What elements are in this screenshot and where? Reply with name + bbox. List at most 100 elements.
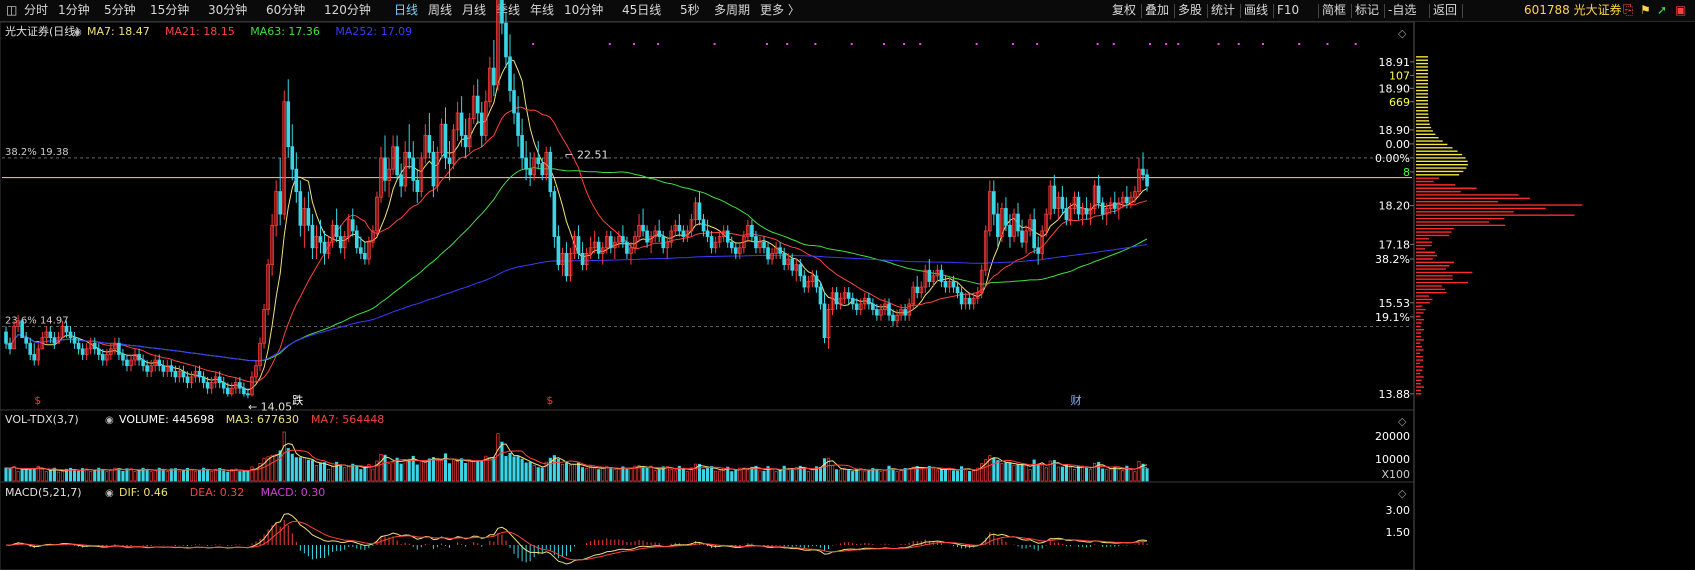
tool-button[interactable]: -自选 [1388,3,1417,17]
volume-bar [185,467,190,482]
candle-body [625,241,629,254]
volume-bar [1133,471,1137,482]
macd-y-label: 3.00 [1386,504,1411,517]
volume-bar [1121,470,1125,482]
tool-button[interactable]: 多股 [1178,3,1203,17]
volume-bar [802,468,806,482]
period-tab[interactable]: 日线 [394,3,419,17]
settings-icon[interactable]: ◇ [1398,27,1407,40]
volume-bar [1105,468,1109,482]
volume-bar [169,468,173,482]
volume-bar [770,468,774,482]
candle-body [923,269,928,288]
candle-body [479,112,484,136]
period-tab[interactable]: 更多 〉 [760,3,800,17]
period-tab[interactable]: 10分钟 [564,3,604,17]
period-tab[interactable]: 周线 [428,3,453,17]
period-tab[interactable]: 45日线 [622,3,662,17]
period-tab[interactable]: 年线 [530,3,555,17]
volume-bar [851,471,855,482]
period-tab[interactable]: 多周期 [714,3,751,17]
volume-bar [649,465,653,482]
candle-body [318,236,323,243]
candle-body [1012,213,1016,237]
candle-body [447,157,452,164]
volume-bar [222,470,226,482]
volume-unit-label: X100 [1381,468,1410,481]
candle-body [596,241,601,254]
volume-bar [443,453,448,482]
volume-bar [794,467,798,482]
candle-body [387,168,391,181]
candle-body [1076,196,1081,215]
period-tab[interactable]: 15分钟 [150,3,190,17]
y-tick-label: 669 [1389,96,1410,109]
period-tab[interactable]: 1分钟 [58,3,90,17]
signal-dot [1237,43,1240,45]
candle-body [846,292,851,299]
volume-bar [1036,463,1040,482]
tool-button[interactable]: 复权 [1112,3,1137,17]
tool-button[interactable]: 标记 [1355,3,1380,17]
candle-body [725,230,730,243]
period-tab[interactable]: 60分钟 [266,3,306,17]
tool-button[interactable]: 统计 [1211,3,1236,17]
volume-bar [1117,469,1121,482]
tool-button[interactable]: 画线 [1244,3,1269,17]
volume-bar [790,469,794,482]
candle-body [266,264,270,310]
volume-bar [125,468,129,482]
candle-body [818,286,823,305]
candle-body [1072,196,1077,209]
settings-icon[interactable]: ◇ [1398,487,1407,500]
window-icon[interactable]: ◫ [6,3,18,17]
volume-bar [1076,465,1081,482]
flag-icon[interactable]: ⚑ [1640,3,1651,17]
period-tab[interactable]: 5秒 [680,3,700,17]
period-tab[interactable]: 5分钟 [104,3,136,17]
candle-body [713,241,718,249]
candle-body [96,348,101,355]
tool-button[interactable]: 叠加 [1145,3,1170,17]
candle-body [350,219,355,232]
signal-dot [1217,43,1220,45]
volume-bar [145,469,149,482]
candle-body [229,387,234,395]
period-tab[interactable]: 分时 [24,3,49,17]
arrow-icon[interactable]: ➚ [1657,3,1668,17]
candle-body [1084,208,1089,215]
candle-body [798,264,803,277]
candle-body [1092,185,1097,209]
gridlines: 38.2% 19.38 23.6% 14.97 [2,147,1412,327]
candle-body [1008,224,1012,237]
candle-body [471,95,476,120]
volume-bar [605,465,609,482]
volume-bar [488,457,492,482]
candle-body [1108,202,1113,209]
volume-bar [996,460,1000,482]
period-tab[interactable]: 月线 [462,3,487,17]
note-icon[interactable]: ⎘ [1623,3,1634,18]
candle-body [423,135,428,159]
tool-button[interactable]: F10 [1277,3,1300,17]
volume-bar [673,470,677,482]
close-panel-icon[interactable]: ▣ [1675,3,1687,17]
volume-y-label: 10000 [1375,453,1410,466]
signal-dot [975,43,978,45]
volume-bar [843,467,847,482]
volume-bar [706,466,710,482]
volume-bar [847,470,851,482]
period-tab[interactable]: 30分钟 [208,3,248,17]
volume-bar [871,467,875,482]
tool-button[interactable]: 简框 [1322,3,1347,17]
tool-button[interactable]: 返回 [1433,3,1458,17]
candle-body [415,179,420,193]
signal-dot [532,43,535,45]
candle-body [1020,230,1024,243]
period-tab[interactable]: 120分钟 [324,3,371,17]
moving-averages [5,58,1148,391]
candle-body [774,247,778,254]
volume-bar [730,471,734,482]
settings-icon[interactable]: ◇ [1398,415,1407,428]
candle-body [221,382,226,389]
